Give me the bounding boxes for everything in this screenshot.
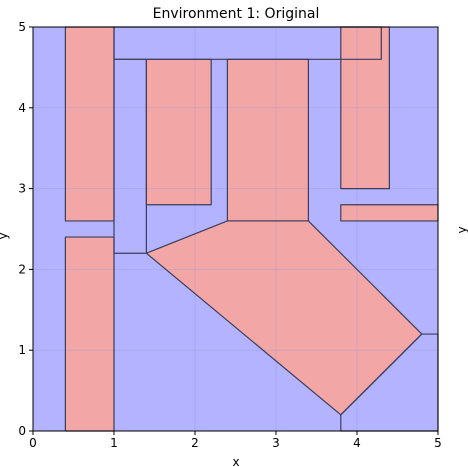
cell-outline-central-region bbox=[145, 220, 423, 416]
y-tick-label: 5 bbox=[18, 20, 26, 34]
x-axis-label: x bbox=[232, 455, 239, 467]
y-tick-label: 0 bbox=[18, 424, 26, 438]
obstacle-box-a bbox=[146, 59, 212, 205]
obstacle-right-strip-band bbox=[340, 204, 438, 221]
x-tick-label: 5 bbox=[434, 436, 442, 450]
axes-frame bbox=[32, 26, 439, 432]
obstacle-left-strip-upper bbox=[65, 27, 114, 221]
chart-title: Environment 1: Original bbox=[153, 6, 320, 22]
x-tick-label: 0 bbox=[29, 436, 37, 450]
obstacle-central-region bbox=[146, 59, 422, 415]
y-tick-label: 3 bbox=[18, 182, 26, 196]
x-tick-label: 3 bbox=[272, 436, 280, 450]
y-tick-label: 1 bbox=[18, 343, 26, 357]
obstacle-left-strip-lower bbox=[65, 237, 114, 431]
neighbor-y-axis-label: y bbox=[455, 226, 468, 233]
x-tick-label: 4 bbox=[353, 436, 361, 450]
axis-ticks: 0 1 2 3 4 5 0 1 2 3 4 5 bbox=[18, 20, 441, 450]
x-tick-label: 1 bbox=[110, 436, 118, 450]
cell-outline-box-a bbox=[145, 58, 212, 206]
plot-area bbox=[33, 27, 438, 431]
y-axis-label: y bbox=[0, 232, 10, 239]
y-tick-label: 2 bbox=[18, 262, 26, 276]
x-tick-label: 2 bbox=[191, 436, 199, 450]
y-tick-label: 4 bbox=[18, 101, 26, 115]
